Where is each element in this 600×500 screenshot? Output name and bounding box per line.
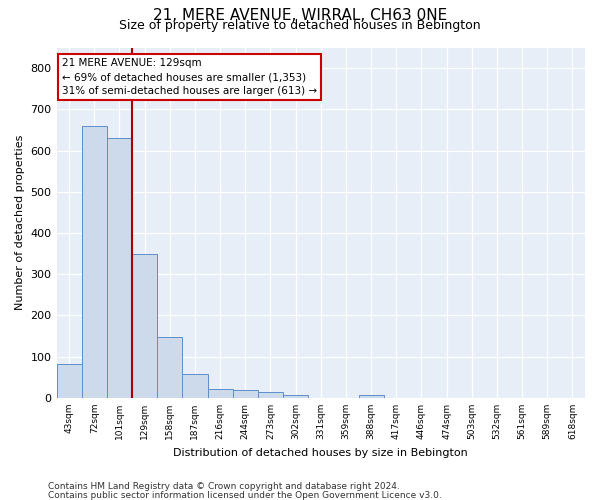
Bar — [132, 254, 157, 398]
Bar — [56, 364, 82, 398]
Text: Contains public sector information licensed under the Open Government Licence v3: Contains public sector information licen… — [48, 490, 442, 500]
Y-axis label: Number of detached properties: Number of detached properties — [15, 135, 25, 310]
Bar — [182, 374, 208, 398]
Bar — [258, 392, 283, 398]
Bar — [233, 390, 258, 398]
Text: 21, MERE AVENUE, WIRRAL, CH63 0NE: 21, MERE AVENUE, WIRRAL, CH63 0NE — [153, 8, 447, 22]
Bar — [157, 337, 182, 398]
Bar — [82, 126, 107, 398]
Text: Size of property relative to detached houses in Bebington: Size of property relative to detached ho… — [119, 19, 481, 32]
Text: Contains HM Land Registry data © Crown copyright and database right 2024.: Contains HM Land Registry data © Crown c… — [48, 482, 400, 491]
Bar — [107, 138, 132, 398]
Bar — [359, 395, 383, 398]
Bar — [208, 389, 233, 398]
Bar — [283, 394, 308, 398]
X-axis label: Distribution of detached houses by size in Bebington: Distribution of detached houses by size … — [173, 448, 468, 458]
Text: 21 MERE AVENUE: 129sqm
← 69% of detached houses are smaller (1,353)
31% of semi-: 21 MERE AVENUE: 129sqm ← 69% of detached… — [62, 58, 317, 96]
